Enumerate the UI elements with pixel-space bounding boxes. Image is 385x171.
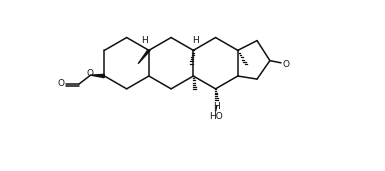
- Polygon shape: [138, 50, 150, 64]
- Text: H: H: [142, 36, 148, 45]
- Text: H: H: [213, 102, 220, 111]
- Text: O: O: [87, 69, 94, 78]
- Text: O: O: [58, 79, 65, 88]
- Text: O: O: [283, 60, 290, 69]
- Polygon shape: [90, 74, 104, 78]
- Text: H: H: [192, 36, 199, 45]
- Text: HO: HO: [209, 112, 223, 121]
